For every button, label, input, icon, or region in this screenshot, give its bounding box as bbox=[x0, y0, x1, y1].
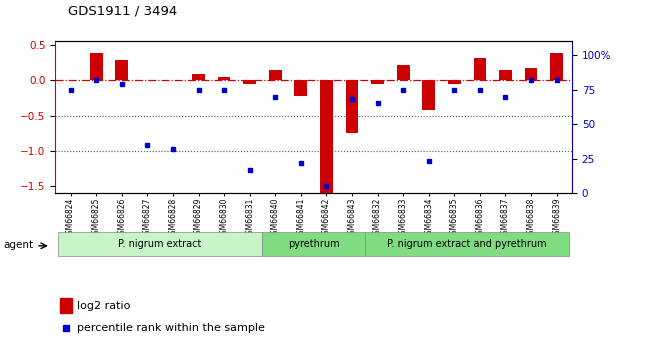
Bar bbox=[473, 58, 486, 80]
FancyBboxPatch shape bbox=[263, 233, 365, 256]
Bar bbox=[346, 80, 358, 133]
Bar bbox=[269, 70, 281, 80]
Bar bbox=[551, 53, 563, 80]
Bar bbox=[448, 80, 461, 84]
Bar bbox=[371, 80, 384, 84]
Text: log2 ratio: log2 ratio bbox=[77, 301, 131, 311]
Bar bbox=[499, 70, 512, 80]
FancyBboxPatch shape bbox=[365, 233, 569, 256]
Bar bbox=[525, 68, 538, 80]
Bar bbox=[192, 74, 205, 80]
Bar bbox=[115, 60, 128, 80]
Bar bbox=[90, 53, 103, 80]
Bar bbox=[396, 65, 410, 80]
Bar bbox=[60, 298, 72, 313]
Bar bbox=[243, 80, 256, 85]
Text: P. nigrum extract: P. nigrum extract bbox=[118, 239, 202, 249]
Text: GDS1911 / 3494: GDS1911 / 3494 bbox=[68, 4, 177, 17]
Bar bbox=[218, 77, 231, 80]
Text: percentile rank within the sample: percentile rank within the sample bbox=[77, 323, 265, 333]
FancyBboxPatch shape bbox=[58, 233, 263, 256]
Bar bbox=[422, 80, 435, 110]
Text: P. nigrum extract and pyrethrum: P. nigrum extract and pyrethrum bbox=[387, 239, 547, 249]
Text: agent: agent bbox=[3, 240, 33, 250]
Text: pyrethrum: pyrethrum bbox=[288, 239, 339, 249]
Bar bbox=[294, 80, 307, 96]
Bar bbox=[320, 80, 333, 193]
